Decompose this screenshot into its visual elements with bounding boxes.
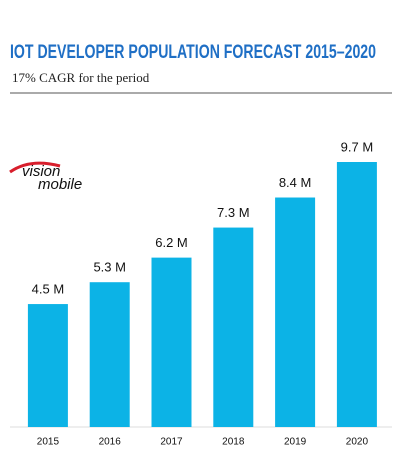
- bar: [151, 257, 192, 427]
- value-label: 7.3 M: [217, 205, 250, 220]
- value-label: 8.4 M: [279, 175, 312, 190]
- x-tick-label: 2019: [284, 437, 307, 448]
- logo-text: mobile: [38, 176, 82, 193]
- value-label: 6.2 M: [155, 235, 188, 250]
- x-tick-label: 2017: [160, 437, 183, 448]
- chart-subtitle: 17% CAGR for the period: [12, 70, 150, 85]
- bar: [27, 304, 68, 427]
- logo: vision mobile: [9, 161, 82, 193]
- value-label: 9.7 M: [341, 139, 374, 154]
- value-label: 4.5 M: [32, 281, 65, 296]
- logo-text: vision: [22, 163, 60, 180]
- x-tick-label: 2020: [346, 437, 369, 448]
- bar: [89, 282, 130, 427]
- x-tick-label: 2015: [37, 437, 60, 448]
- value-label: 5.3 M: [93, 260, 126, 275]
- bar: [336, 162, 377, 427]
- bar: [213, 227, 254, 427]
- logo-swoosh: [9, 161, 61, 174]
- chart-title: IOT DEVELOPER POPULATION FORECAST 2015–2…: [10, 42, 376, 63]
- x-tick-label: 2016: [99, 437, 122, 448]
- bar: [275, 197, 316, 427]
- x-tick-label: 2018: [222, 437, 245, 448]
